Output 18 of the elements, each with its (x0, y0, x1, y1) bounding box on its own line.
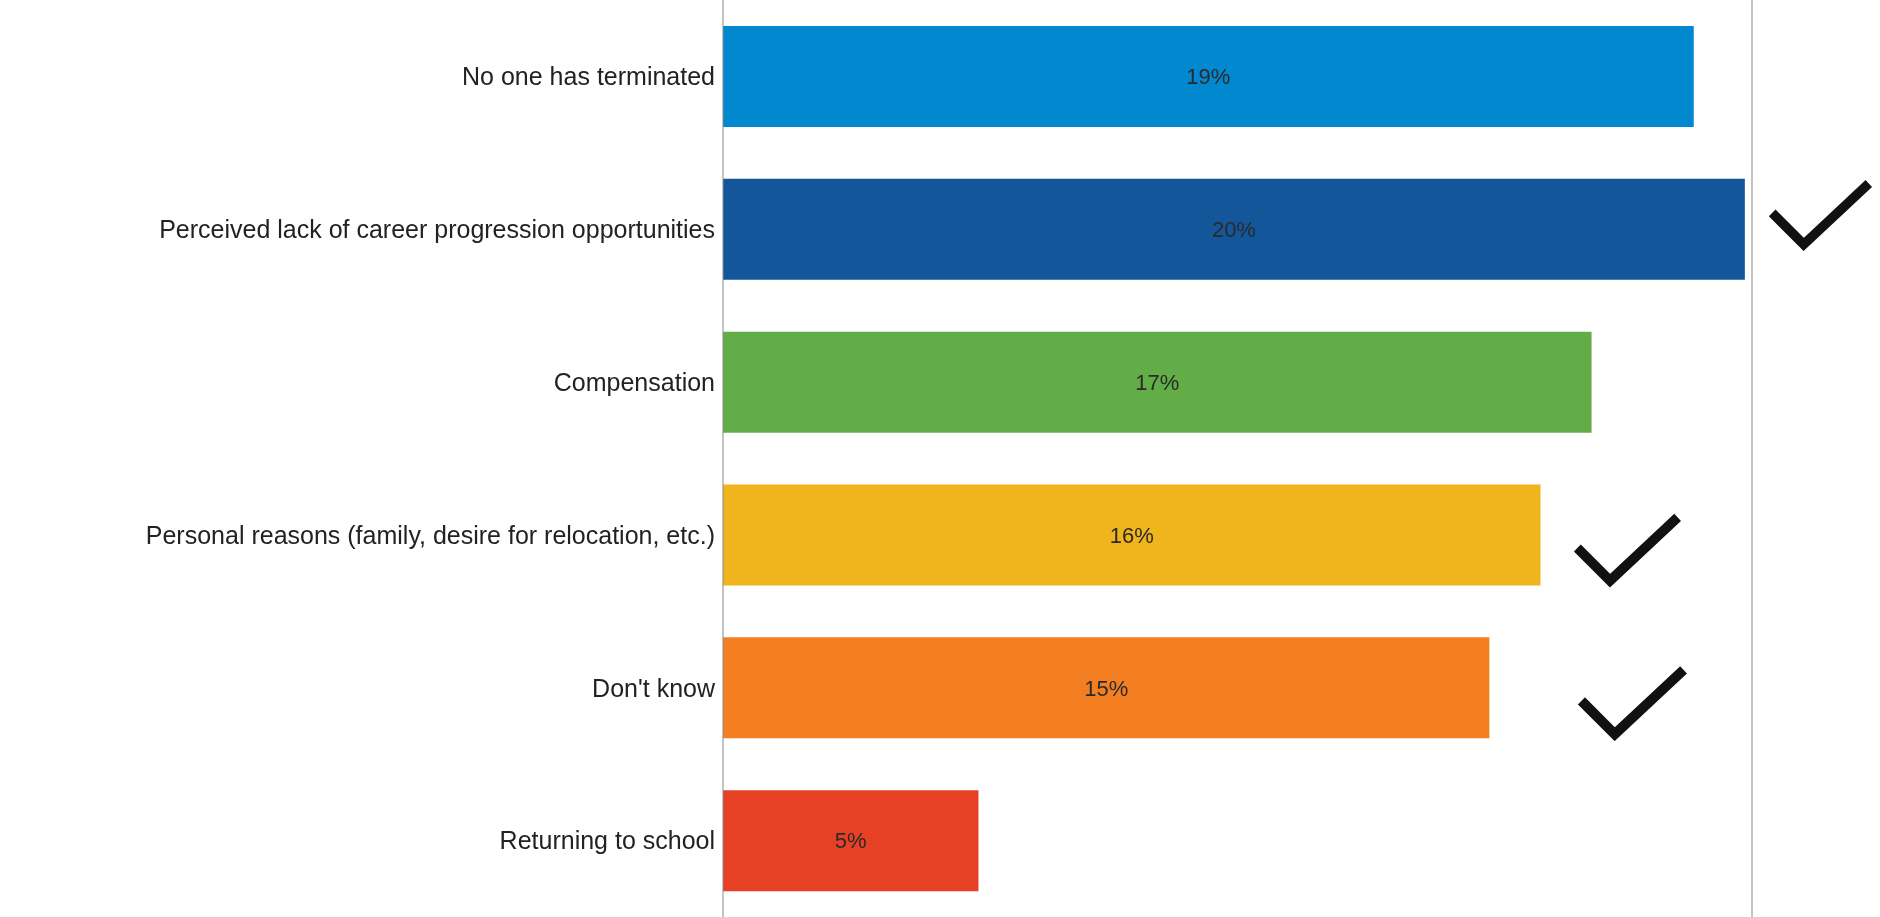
bar (723, 25, 1694, 127)
bar (723, 331, 1592, 433)
bar (723, 637, 1490, 739)
bar (723, 790, 979, 892)
data-label: 5% (834, 828, 867, 854)
y-tick-label: Personal reasons (family, desire for relocation, etc.) (145, 520, 715, 549)
data-label: 20% (1211, 217, 1256, 243)
y-tick-label: Returning to school (499, 826, 715, 855)
y-tick-label: Compensation (553, 367, 715, 396)
y-tick-label: Perceived lack of career progression opportunities (159, 215, 715, 244)
y-tick-label: Don't know (592, 673, 716, 702)
data-label: 17% (1135, 369, 1180, 395)
data-label: 16% (1109, 522, 1154, 548)
data-label: 15% (1084, 675, 1129, 701)
bar (723, 178, 1745, 280)
y-tick-label: No one has terminated (462, 62, 715, 91)
data-label: 19% (1186, 64, 1231, 90)
bar (723, 484, 1541, 586)
